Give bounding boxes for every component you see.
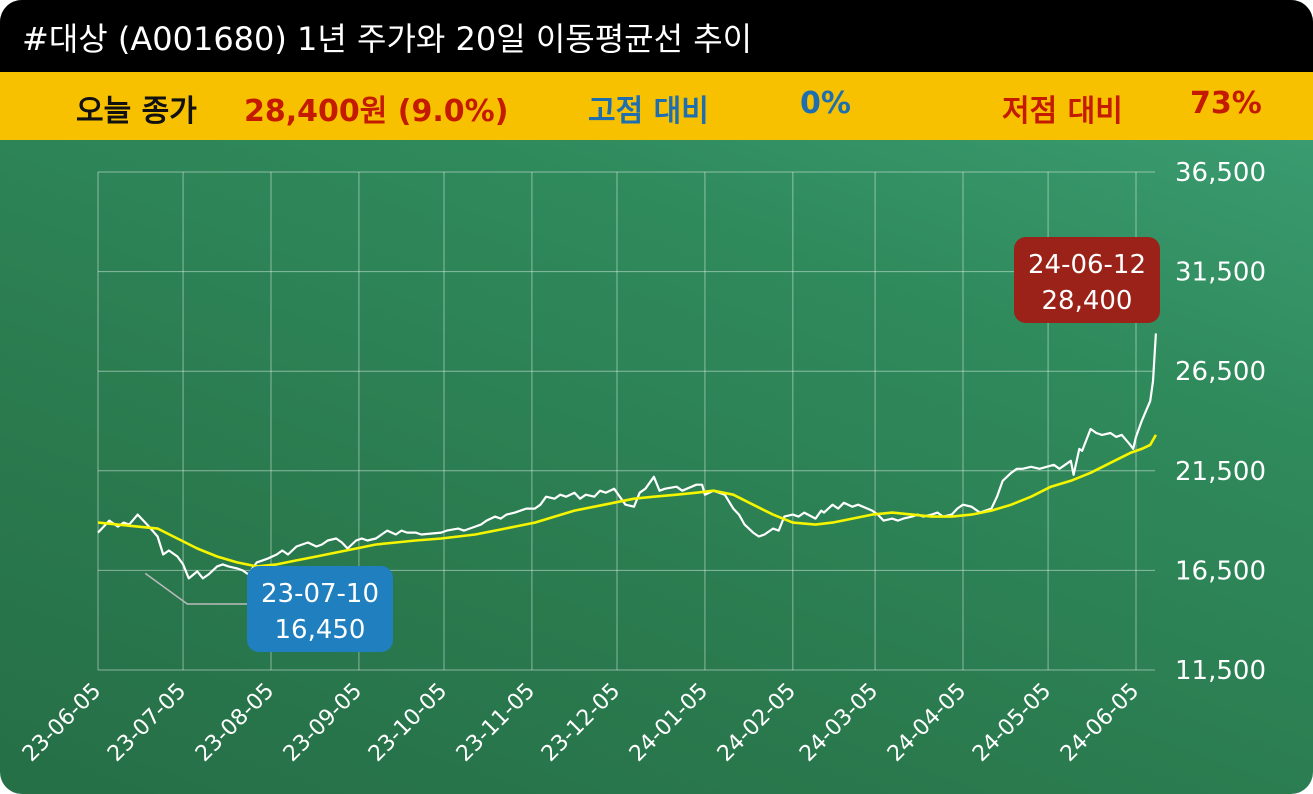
x-tick-label: 24-05-05 xyxy=(968,679,1056,767)
chart-title: #대상 (A001680) 1년 주가와 20일 이동평균선 추이 xyxy=(22,20,753,58)
x-tick-label: 23-11-05 xyxy=(452,679,540,767)
x-tick-label: 24-03-05 xyxy=(795,679,883,767)
low-compare-label: 저점 대비 xyxy=(1002,94,1123,129)
price-line xyxy=(97,333,1157,580)
x-tick-label: 23-10-05 xyxy=(364,679,452,767)
info-bar xyxy=(0,72,1313,140)
high-annotation-box xyxy=(1014,237,1160,323)
close-label: 오늘 종가 xyxy=(76,94,197,129)
close-value: 28,400원 (9.0%) xyxy=(244,94,509,129)
x-tick-label: 24-02-05 xyxy=(713,679,801,767)
y-tick-label: 36,500 xyxy=(1175,158,1266,188)
low-annotation-value: 16,450 xyxy=(275,615,366,645)
annotations: 24-06-12 28,400 23-07-10 16,450 xyxy=(144,237,1160,652)
low-leader-line xyxy=(144,572,247,605)
x-tick-label: 23-08-05 xyxy=(191,679,279,767)
x-tick-label: 24-06-05 xyxy=(1056,679,1144,767)
x-tick-label: 23-07-05 xyxy=(103,679,191,767)
y-axis-ticks: 11,500 16,500 21,500 26,500 31,500 36,500 xyxy=(1175,158,1266,686)
y-tick-label: 26,500 xyxy=(1175,357,1266,387)
x-tick-label: 23-06-05 xyxy=(18,679,106,767)
high-annotation-date: 24-06-12 xyxy=(1028,250,1146,280)
high-compare-label: 고점 대비 xyxy=(588,94,709,129)
y-tick-label: 21,500 xyxy=(1175,457,1266,487)
series-group xyxy=(97,333,1158,580)
x-tick-label: 24-01-05 xyxy=(625,679,713,767)
y-tick-label: 11,500 xyxy=(1175,656,1266,686)
grid xyxy=(97,171,1155,671)
low-annotation-box xyxy=(247,566,393,652)
x-tick-label: 24-04-05 xyxy=(883,679,971,767)
moving-average-line xyxy=(97,434,1158,568)
low-annotation-date: 23-07-10 xyxy=(261,579,379,609)
y-tick-label: 31,500 xyxy=(1175,258,1266,288)
y-tick-label: 16,500 xyxy=(1175,556,1266,586)
high-annotation-value: 28,400 xyxy=(1042,286,1133,316)
x-tick-label: 23-12-05 xyxy=(537,679,625,767)
low-compare-value: 73% xyxy=(1190,86,1262,121)
title-bar xyxy=(0,0,1313,72)
high-compare-value: 0% xyxy=(800,86,851,121)
x-tick-label: 23-09-05 xyxy=(279,679,367,767)
